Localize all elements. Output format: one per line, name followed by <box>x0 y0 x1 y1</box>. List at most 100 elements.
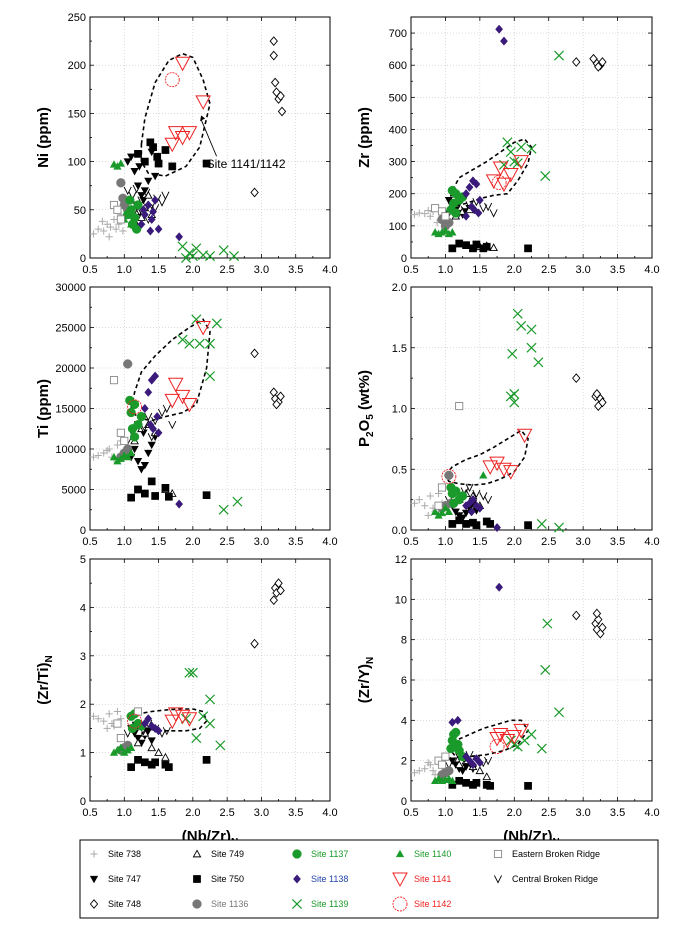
series-site-1137 <box>125 395 147 442</box>
data-point <box>446 743 456 754</box>
data-point <box>120 436 129 445</box>
legend-marker <box>90 850 98 858</box>
data-point <box>479 492 488 501</box>
data-point <box>516 320 527 331</box>
data-point <box>161 146 170 154</box>
data-point <box>89 230 98 238</box>
data-point <box>505 146 516 157</box>
data-point <box>424 206 432 215</box>
series-site-1138 <box>448 582 504 770</box>
data-point <box>462 189 471 199</box>
data-point <box>204 371 216 382</box>
legend-label: Site 1139 <box>311 899 348 909</box>
data-point <box>455 776 464 785</box>
y-tick-label: 500 <box>389 92 407 104</box>
data-point <box>448 244 457 253</box>
series-site-1141 <box>485 155 530 193</box>
data-point <box>153 152 162 161</box>
data-point <box>147 477 156 486</box>
data-point <box>157 408 167 418</box>
y-axis-label: Ti (ppm) <box>35 379 52 438</box>
legend-marker <box>293 874 301 884</box>
site-1141-1142-field <box>448 138 533 208</box>
series-eastern-broken-ridge <box>434 402 464 510</box>
data-point <box>441 503 450 512</box>
x-tick-label: 3.0 <box>254 264 269 276</box>
x-tick-label: 4.0 <box>322 536 337 548</box>
series-site-750 <box>448 239 532 253</box>
series-site-1140 <box>109 743 136 756</box>
y-tick-label: 100 <box>389 221 407 233</box>
data-point <box>594 61 603 72</box>
series-site-1137 <box>123 195 143 234</box>
y-tick-label: 10 <box>395 594 407 606</box>
data-point <box>426 492 434 500</box>
data-point <box>448 228 457 236</box>
data-point <box>116 215 125 224</box>
data-point <box>465 483 474 493</box>
y-tick-label: 30000 <box>55 282 86 294</box>
panel-ni: 0.5 1.0 1.5 2.0 2.5 3.0 3.5 4.0 0 50 100 150 200 250 N… <box>35 12 338 276</box>
data-point <box>484 202 493 212</box>
x-tick-label: 3.5 <box>610 807 625 819</box>
series-site-1142 <box>441 469 457 484</box>
x-tick-label: 1.5 <box>472 536 487 548</box>
y-tick-label: 12 <box>395 554 407 566</box>
series-site-750 <box>127 477 211 502</box>
series-site-1142 <box>164 72 180 88</box>
data-point <box>127 220 136 228</box>
data-point <box>526 342 537 353</box>
x-tick-label: 4.0 <box>322 807 337 819</box>
x-tick-label: 3.5 <box>610 264 625 276</box>
data-point <box>127 448 136 457</box>
data-point <box>506 729 523 745</box>
series-site-1142 <box>127 713 143 729</box>
data-point <box>516 428 533 444</box>
data-point <box>457 491 468 501</box>
legend-label: Site 1138 <box>311 874 348 884</box>
x-tick-label: 0.5 <box>82 807 97 819</box>
data-point <box>441 226 450 234</box>
data-point <box>218 245 229 256</box>
data-point <box>130 168 139 176</box>
data-point <box>572 57 581 67</box>
data-point <box>437 760 447 769</box>
series-site-748 <box>572 53 607 72</box>
site-1141-1142-field <box>140 52 211 177</box>
data-point <box>482 242 491 251</box>
y-tick-label: 25000 <box>55 323 86 335</box>
plot-frame <box>89 558 331 802</box>
data-point <box>134 756 142 764</box>
data-point <box>149 207 158 217</box>
x-tick-label: 2.5 <box>219 807 234 819</box>
x-tick-label: 2.5 <box>541 264 556 276</box>
data-point <box>475 195 484 205</box>
data-point <box>424 759 432 767</box>
y-tick-label: 3 <box>80 651 86 663</box>
y-tick-label: 4 <box>80 602 86 614</box>
data-point <box>526 324 537 335</box>
data-point <box>116 159 125 167</box>
data-point <box>434 501 443 510</box>
x-tick-label: 1.0 <box>117 536 132 548</box>
data-point <box>162 727 171 736</box>
x-tick-label: 0.5 <box>403 536 418 548</box>
x-tick-label: 4.0 <box>644 807 659 819</box>
data-point <box>133 182 143 190</box>
data-point <box>598 622 607 633</box>
data-point <box>98 217 106 225</box>
y-tick-label: 1.0 <box>392 404 407 416</box>
data-point <box>540 171 551 182</box>
data-point <box>127 713 143 729</box>
data-point <box>154 159 163 168</box>
site-1141-1142-field <box>444 429 529 486</box>
data-point <box>204 251 216 262</box>
data-point <box>516 142 527 153</box>
data-point <box>430 507 440 515</box>
legend-marker <box>89 875 99 884</box>
data-point <box>127 399 143 415</box>
panel-ti: 0.5 1.0 1.5 2.0 2.5 3.0 3.5 4.0 0 5000 10000 15000 2… <box>35 282 338 548</box>
data-point <box>125 395 135 406</box>
data-point <box>113 707 122 716</box>
data-point <box>174 389 191 405</box>
